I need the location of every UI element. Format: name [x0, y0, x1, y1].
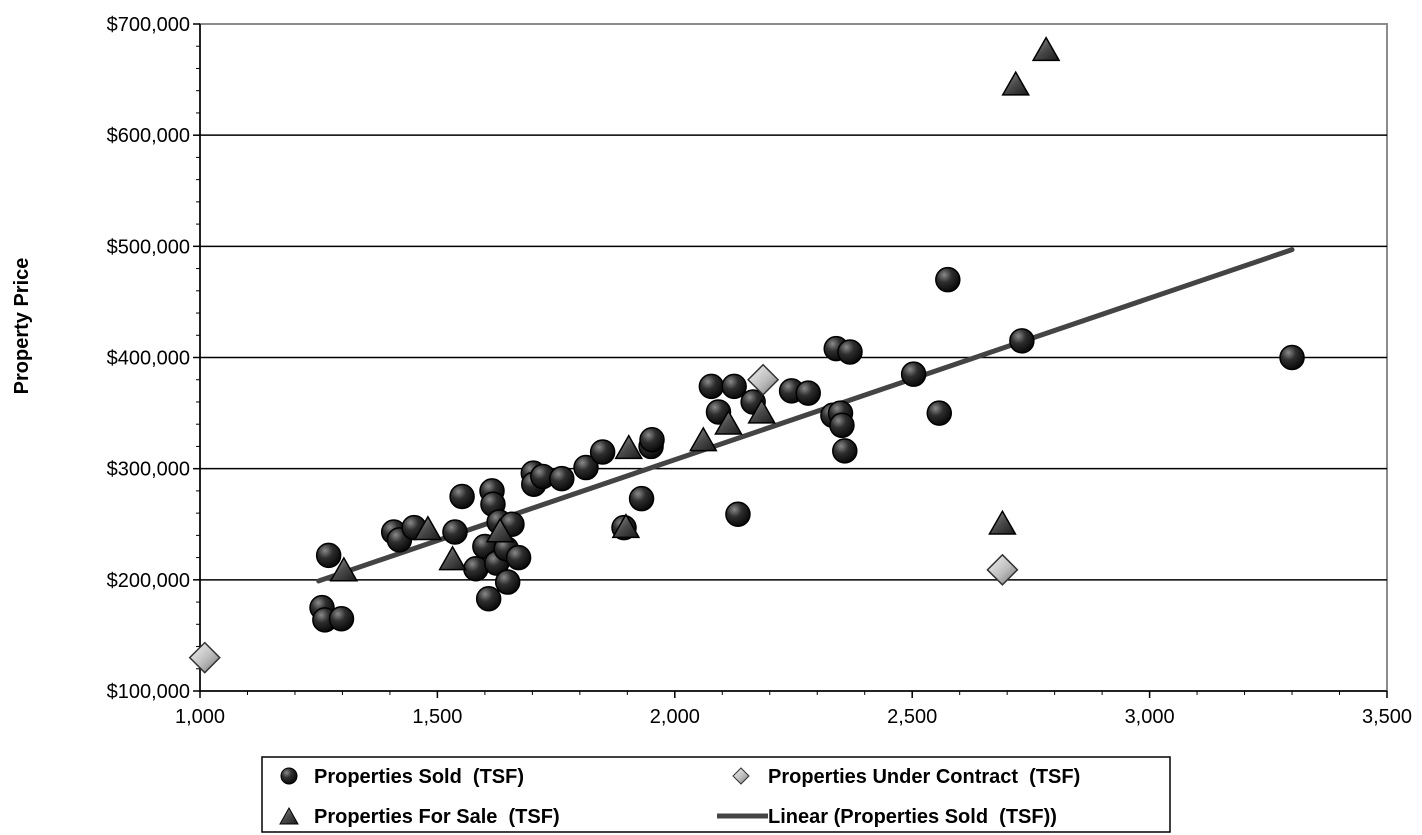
- data-point-sold: [315, 542, 342, 569]
- legend-item-contract: Properties Under Contract (TSF): [732, 766, 1080, 788]
- y-axis: $100,000 $200,000 $300,000 $400,000 $500,000…: [107, 14, 201, 703]
- x-tick-label: 3,500: [1362, 706, 1412, 728]
- y-tick-label: $500,000: [107, 236, 190, 258]
- legend-diamond-marker: [732, 767, 750, 785]
- data-point-under-contract: [188, 641, 221, 674]
- data-point-for-sale: [688, 426, 718, 452]
- data-point-sold: [1009, 328, 1035, 354]
- data-point-for-sale: [611, 513, 641, 539]
- data-point-for-sale: [747, 398, 776, 424]
- y-tick-label: $100,000: [107, 681, 190, 703]
- data-point-sold: [442, 519, 468, 545]
- data-point-sold: [795, 380, 821, 406]
- y-tick-label: $700,000: [107, 14, 190, 36]
- data-point-sold: [328, 605, 355, 632]
- series-properties-sold: [309, 266, 1305, 633]
- legend-label-forsale: Properties For Sale (TSF): [314, 806, 560, 828]
- data-point-sold: [725, 501, 751, 527]
- x-tick-label: 1,500: [412, 706, 462, 728]
- y-tick-label: $300,000: [107, 459, 190, 481]
- y-tick-label: $400,000: [107, 348, 190, 370]
- y-axis-title: Property Price: [11, 258, 33, 395]
- data-point-under-contract: [986, 553, 1019, 586]
- series-properties-under-contract: [188, 363, 1019, 674]
- data-point-for-sale: [614, 434, 644, 460]
- data-point-for-sale: [1001, 70, 1031, 96]
- y-tick-label: $600,000: [107, 125, 190, 147]
- data-point-for-sale: [329, 556, 359, 582]
- data-point-sold: [475, 585, 502, 612]
- legend-item-sold: Properties Sold (TSF): [280, 766, 524, 788]
- data-point-sold: [639, 427, 665, 453]
- trendline: [316, 247, 1295, 584]
- data-point-sold: [900, 361, 927, 387]
- x-tick-label: 2,500: [887, 706, 937, 728]
- legend-label-sold: Properties Sold (TSF): [314, 766, 524, 788]
- data-point-sold: [935, 266, 961, 293]
- data-point-sold: [573, 454, 599, 481]
- data-point-sold: [926, 400, 953, 426]
- legend-item-trendline: Linear (Properties Sold (TSF)): [717, 806, 1057, 828]
- legend-triangle-marker: [279, 806, 299, 825]
- x-tick-label: 1,000: [175, 706, 225, 728]
- legend-box: [261, 756, 1171, 833]
- data-point-for-sale: [438, 545, 467, 571]
- data-point-sold: [829, 412, 855, 439]
- data-point-sold: [698, 373, 725, 400]
- data-point-for-sale: [413, 515, 443, 541]
- series-properties-for-sale: [329, 36, 1061, 582]
- x-tick-label: 2,000: [650, 706, 700, 728]
- gridlines: [200, 134, 1387, 581]
- data-point-sold: [628, 485, 655, 512]
- legend-label-trendline: Linear (Properties Sold (TSF)): [768, 806, 1057, 828]
- data-point-for-sale: [485, 517, 515, 543]
- data-point-sold: [463, 555, 489, 582]
- legend: Properties Sold (TSF) Properties Under C…: [261, 756, 1171, 833]
- data-point-sold: [837, 339, 863, 365]
- x-tick-label: 3,000: [1125, 706, 1175, 728]
- y-tick-label: $200,000: [107, 570, 190, 592]
- data-point-sold: [721, 373, 747, 400]
- data-point-for-sale: [988, 509, 1017, 535]
- data-point-sold: [832, 438, 858, 464]
- data-point-sold: [549, 465, 575, 492]
- x-axis: 1,000 1,500 2,000 2,500 3,000 3,500: [175, 690, 1412, 728]
- data-point-sold: [449, 483, 475, 510]
- data-point-for-sale: [714, 409, 743, 435]
- legend-circle-marker: [280, 767, 298, 785]
- data-point-for-sale: [1031, 36, 1061, 62]
- trendline-layer: [316, 247, 1295, 584]
- legend-label-contract: Properties Under Contract (TSF): [768, 766, 1080, 788]
- data-point-under-contract: [747, 363, 780, 396]
- data-point-sold: [1279, 344, 1305, 371]
- data-point-sold: [589, 439, 616, 465]
- data-point-sold: [494, 569, 521, 595]
- data-point-sold: [505, 544, 532, 571]
- legend-item-forsale: Properties For Sale (TSF): [279, 806, 560, 828]
